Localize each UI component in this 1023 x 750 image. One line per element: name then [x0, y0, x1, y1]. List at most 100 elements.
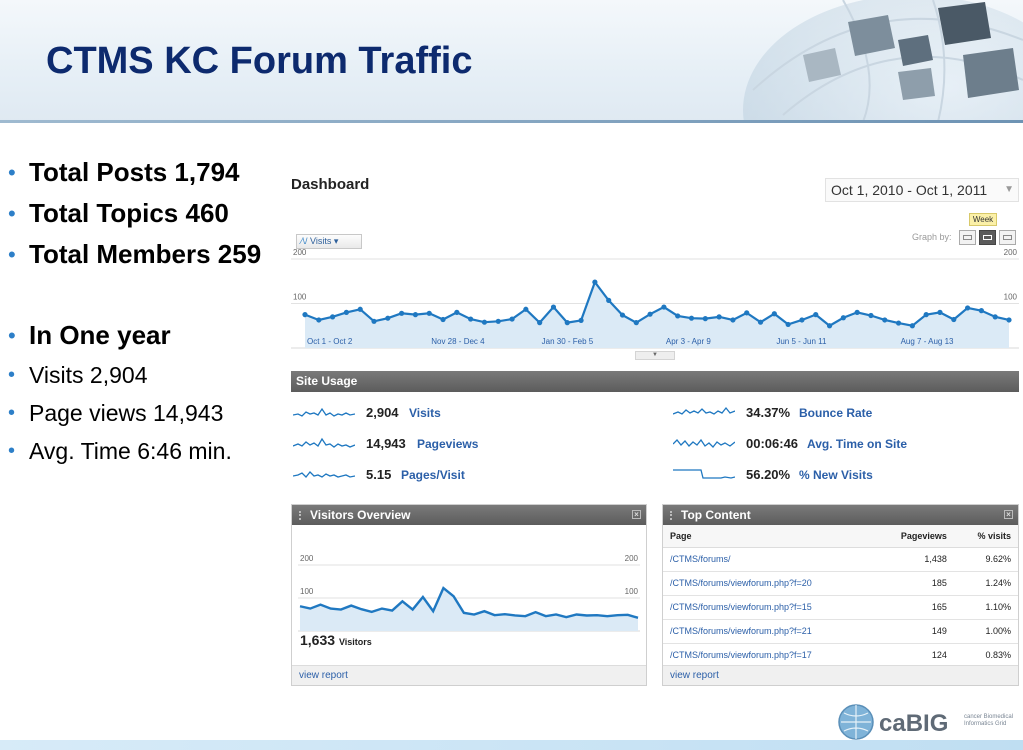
data-point[interactable] — [813, 312, 819, 318]
chart-expander-handle[interactable]: ▼ — [635, 351, 675, 360]
sparkline-new-visits-icon — [673, 469, 735, 479]
data-point[interactable] — [302, 312, 308, 318]
sparkline-pageviews-icon — [293, 437, 355, 448]
data-point[interactable] — [826, 323, 833, 329]
metric-bounce-rate[interactable]: 34.37% Bounce Rate — [673, 403, 1013, 423]
data-point[interactable] — [481, 319, 488, 325]
data-point[interactable] — [854, 309, 860, 315]
data-point[interactable] — [330, 314, 336, 320]
top-content-view-report-link[interactable]: view report — [663, 665, 1018, 685]
data-point[interactable] — [371, 318, 377, 324]
data-point[interactable] — [454, 309, 460, 315]
data-point[interactable] — [495, 318, 501, 324]
line-chart-icon: ⁄\/ — [301, 236, 308, 246]
data-point[interactable] — [537, 320, 543, 326]
data-point[interactable] — [964, 305, 971, 311]
percent-cell: 1.10% — [953, 595, 1018, 620]
data-point[interactable] — [868, 312, 874, 319]
data-point[interactable] — [909, 323, 915, 329]
data-point[interactable] — [578, 317, 584, 324]
data-point[interactable] — [661, 304, 667, 310]
metric-selector-button[interactable]: ⁄\/ Visits ▾ — [296, 234, 362, 249]
page-link[interactable]: /CTMS/forums/viewforum.php?f=17 — [663, 643, 874, 668]
data-point[interactable] — [785, 321, 791, 328]
globe-art — [743, 0, 1023, 122]
page-link[interactable]: /CTMS/forums/viewforum.php?f=20 — [663, 571, 874, 596]
graph-by-month-button[interactable] — [999, 230, 1016, 245]
metric-new-visits[interactable]: 56.20% % New Visits — [673, 465, 1013, 485]
graph-by-day-button[interactable] — [959, 230, 976, 245]
day-icon — [963, 235, 972, 240]
metric-avg-time[interactable]: 00:06:46 Avg. Time on Site — [673, 434, 1013, 454]
data-point[interactable] — [799, 317, 805, 323]
data-point[interactable] — [675, 313, 681, 319]
bullet-page-views: • Page views 14,943 — [8, 400, 224, 426]
table-row: /CTMS/forums/ 1,438 9.62% — [663, 547, 1018, 572]
data-point[interactable] — [688, 315, 695, 321]
x-tick-label: Nov 28 - Dec 4 — [431, 337, 485, 346]
week-icon — [983, 235, 992, 240]
globe-logo-icon — [838, 704, 874, 740]
data-point[interactable] — [399, 310, 405, 316]
data-point[interactable] — [550, 304, 557, 310]
column-header-page: Page — [663, 525, 874, 548]
data-point[interactable] — [757, 319, 764, 325]
data-point[interactable] — [385, 315, 391, 321]
data-point[interactable] — [633, 320, 639, 326]
data-point[interactable] — [343, 309, 350, 315]
data-point[interactable] — [840, 315, 846, 321]
visitors-chart[interactable]: 100 100 200 200 — [298, 553, 640, 633]
data-point[interactable] — [937, 309, 943, 315]
page-link[interactable]: /CTMS/forums/viewforum.php?f=15 — [663, 595, 874, 620]
top-content-header: Top Content × — [663, 505, 1018, 525]
data-point[interactable] — [606, 297, 612, 303]
metric-visits[interactable]: 2,904 Visits — [293, 403, 633, 423]
data-point[interactable] — [744, 310, 750, 316]
data-point[interactable] — [992, 314, 998, 320]
data-point[interactable] — [978, 308, 984, 314]
metric-pages-per-visit[interactable]: 5.15 Pages/Visit — [293, 465, 633, 485]
close-icon[interactable]: × — [1004, 510, 1013, 519]
series-line — [299, 586, 639, 619]
visitors-view-report-link[interactable]: view report — [292, 665, 646, 685]
data-point[interactable] — [716, 314, 722, 320]
data-point[interactable] — [619, 312, 626, 318]
data-point[interactable] — [895, 320, 902, 326]
month-icon — [1003, 235, 1012, 240]
data-point[interactable] — [440, 316, 446, 323]
date-range-selector[interactable]: Oct 1, 2010 - Oct 1, 2011 ▼ — [825, 178, 1019, 202]
data-point[interactable] — [509, 316, 515, 322]
data-point[interactable] — [951, 316, 957, 323]
page-link[interactable]: /CTMS/forums/ — [663, 547, 874, 572]
data-point[interactable] — [730, 317, 736, 323]
x-tick-label: Jan 30 - Feb 5 — [542, 337, 594, 346]
data-point[interactable] — [357, 306, 363, 312]
y-tick-label-right: 200 — [1004, 248, 1018, 257]
data-point[interactable] — [923, 312, 929, 318]
graph-by-week-button[interactable] — [979, 230, 996, 245]
top-content-panel: Top Content × Page Pageviews % visits /C… — [662, 504, 1019, 686]
data-point[interactable] — [426, 310, 432, 316]
data-point[interactable] — [564, 320, 570, 326]
data-point[interactable] — [771, 311, 777, 317]
y-tick-label-left: 100 — [293, 293, 307, 302]
data-point[interactable] — [316, 317, 322, 323]
pageviews-cell: 165 — [873, 595, 954, 620]
logo-subtitle: cancer Biomedical Informatics Grid — [964, 714, 1014, 727]
data-point[interactable] — [412, 312, 419, 318]
metric-pageviews[interactable]: 14,943 Pageviews — [293, 434, 633, 454]
data-point[interactable] — [523, 306, 529, 312]
data-point[interactable] — [647, 311, 653, 317]
data-point[interactable] — [882, 317, 888, 323]
data-point[interactable] — [592, 279, 598, 285]
drag-handle-icon[interactable] — [670, 511, 675, 520]
visits-chart[interactable]: 100 100 200 200 Oct 1 - Oct 2 Nov 28 - Dec 4 J… — [291, 248, 1019, 352]
data-point[interactable] — [468, 316, 474, 322]
data-point[interactable] — [1006, 317, 1012, 323]
page-link[interactable]: /CTMS/forums/viewforum.php?f=21 — [663, 619, 874, 644]
data-point[interactable] — [702, 316, 708, 322]
logo-wordmark: caBIG — [879, 710, 949, 737]
drag-handle-icon[interactable] — [299, 511, 304, 520]
close-icon[interactable]: × — [632, 510, 641, 519]
dashboard-title: Dashboard — [291, 176, 370, 193]
